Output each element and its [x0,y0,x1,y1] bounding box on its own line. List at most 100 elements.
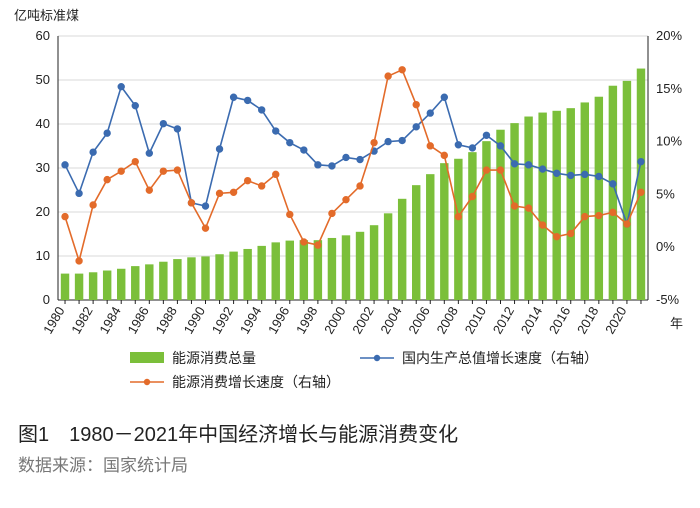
energy-growth-marker [413,101,419,107]
energy-growth-marker [301,239,307,245]
legend-marker-energy [144,379,150,385]
energy-growth-marker [76,258,82,264]
x-tick-label: 1992 [209,304,236,337]
energy-growth-marker [357,183,363,189]
right-tick-label: 10% [656,134,682,149]
x-tick-label: 2010 [462,304,489,337]
bar [581,102,589,300]
energy-growth-marker [596,212,602,218]
energy-growth-marker [216,190,222,196]
energy-growth-marker [399,67,405,73]
gdp-growth-marker [399,137,405,143]
energy-growth-marker [90,202,96,208]
energy-growth-marker [610,209,616,215]
figure-caption: 图1 1980－2021年中国经济增长与能源消费变化 [18,418,700,447]
energy-growth-marker [188,200,194,206]
left-tick-label: 30 [36,160,50,175]
gdp-growth-marker [497,143,503,149]
bar [131,266,139,300]
left-tick-label: 50 [36,72,50,87]
x-tick-label: 2006 [405,304,432,337]
energy-growth-marker [146,187,152,193]
gdp-growth-marker [413,124,419,130]
energy-growth-marker [104,176,110,182]
bar [159,262,167,300]
bar [243,249,251,300]
gdp-growth-marker [582,171,588,177]
bar [468,152,476,300]
gdp-growth-marker [357,156,363,162]
gdp-growth-marker [132,102,138,108]
bar [426,174,434,300]
bar [173,259,181,300]
energy-growth-marker [483,167,489,173]
x-tick-label: 2012 [490,304,517,337]
x-axis-label: 年 [670,316,683,331]
left-tick-label: 10 [36,248,50,263]
bar [567,108,575,300]
gdp-growth-marker [62,162,68,168]
right-tick-label: -5% [656,292,680,307]
gdp-growth-marker [455,142,461,148]
gdp-growth-marker [385,138,391,144]
bar [398,199,406,300]
gdp-growth-marker [539,166,545,172]
bar [75,274,83,300]
gdp-growth-marker [483,132,489,138]
energy-growth-marker [511,203,517,209]
energy-growth-marker [525,205,531,211]
bar [300,240,308,300]
energy-growth-marker [371,139,377,145]
bar [103,271,111,300]
energy-growth-marker [469,193,475,199]
bar [496,130,504,300]
bar [384,213,392,300]
gdp-growth-marker [216,146,222,152]
energy-growth-marker [62,213,68,219]
bar [538,113,546,300]
left-tick-label: 0 [43,292,50,307]
gdp-growth-marker [315,162,321,168]
x-tick-label: 2004 [377,304,404,337]
gdp-growth-marker [427,110,433,116]
bar [272,242,280,300]
energy-growth-marker [638,189,644,195]
energy-growth-marker [160,168,166,174]
energy-growth-marker [582,213,588,219]
gdp-growth-marker [441,94,447,100]
energy-growth-marker [118,168,124,174]
bar [623,81,631,300]
energy-growth-marker [539,222,545,228]
energy-growth-marker [624,221,630,227]
bar [637,69,645,300]
x-tick-label: 1986 [124,304,151,337]
energy-growth-marker [230,189,236,195]
gdp-growth-marker [174,126,180,132]
energy-growth-marker [174,167,180,173]
gdp-growth-marker [104,130,110,136]
x-tick-label: 2002 [349,304,376,337]
gdp-growth-marker [146,150,152,156]
gdp-growth-marker [287,139,293,145]
bar [412,185,420,300]
energy-growth-marker [329,210,335,216]
bar [257,246,265,300]
gdp-growth-marker [273,128,279,134]
left-axis-label: 亿吨标准煤 [14,8,79,23]
gdp-growth-marker [118,83,124,89]
gdp-growth-marker [160,120,166,126]
x-tick-label: 1980 [40,304,67,337]
x-tick-label: 2008 [434,304,461,337]
x-tick-label: 2020 [602,304,629,337]
bar [229,252,237,300]
bar [187,257,195,300]
right-tick-label: 15% [656,81,682,96]
energy-growth-marker [343,196,349,202]
x-tick-label: 2000 [321,304,348,337]
left-tick-label: 60 [36,28,50,43]
energy-growth-marker [202,225,208,231]
energy-growth-marker [427,143,433,149]
bar [595,97,603,300]
legend-label: 国内生产总值增长速度（右轴） [402,350,598,366]
energy-growth-marker [132,158,138,164]
